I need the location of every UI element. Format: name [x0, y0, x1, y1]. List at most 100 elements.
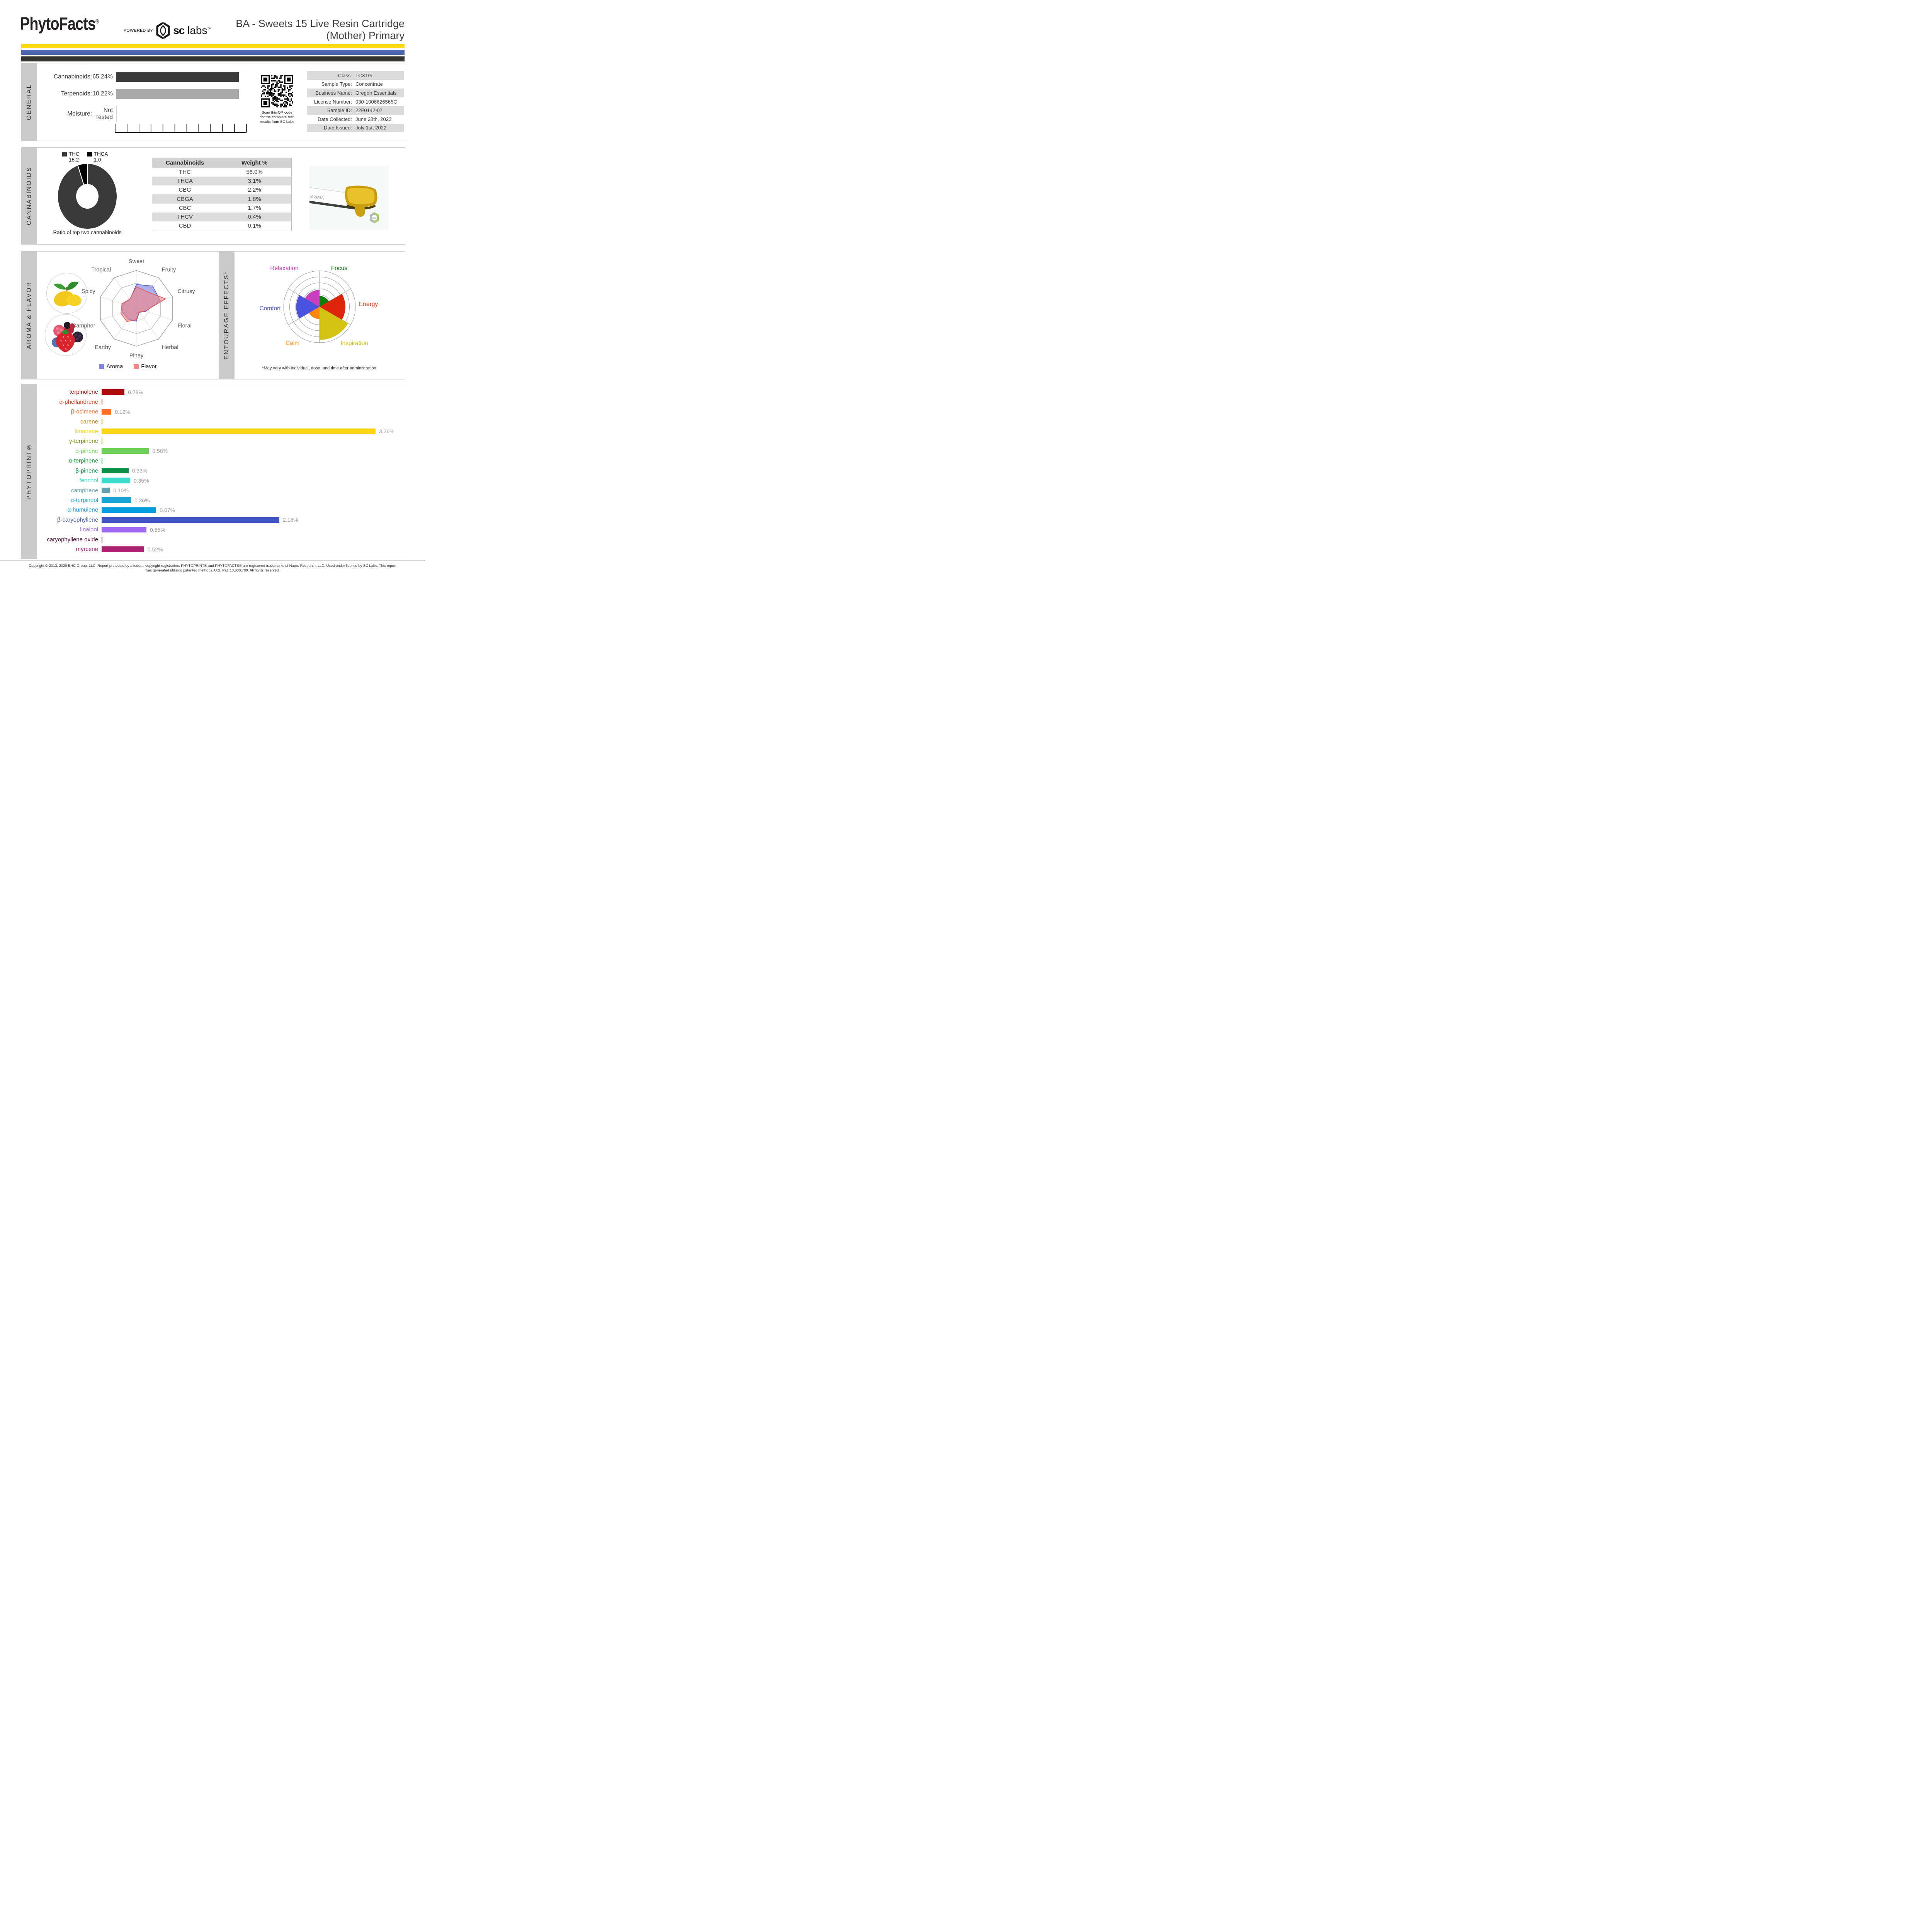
entourage-sidebar-label: ENTOURAGE EFFECTS* — [223, 271, 230, 360]
terpene-value: 0.28% — [128, 389, 143, 395]
entourage-section: ENTOURAGE EFFECTS* Focus Energy Inspiratio… — [219, 251, 405, 379]
terpene-value: 0.52% — [147, 546, 163, 553]
terpene-row: fenchol 0.35% — [37, 476, 402, 485]
cannabinoid-table-header: Cannabinoids Weight % — [152, 158, 291, 168]
info-row: Class: LCX1G — [307, 71, 404, 80]
entourage-wedge-inspiration — [320, 307, 349, 340]
phytoprint-section: PHYTOPRINT® terpinolene 0.28% α-phellandre… — [21, 384, 405, 559]
terpene-label: α-terpineol — [70, 497, 98, 504]
info-label: Sample Type: — [321, 81, 352, 87]
general-summary-row: Cannabinoids: 65.24% — [37, 72, 265, 82]
donut-legend-item: THCA 1.0 — [87, 151, 108, 163]
summary-bar — [116, 89, 239, 99]
footer-line2: was generated utilizing patented methods… — [145, 568, 280, 572]
sample-info-table: Class: LCX1G Sample Type: Concentrate Busine… — [307, 71, 404, 133]
lemon-icon — [54, 281, 82, 306]
terpene-row: α-terpineol 0.36% — [37, 495, 402, 505]
entourage-wedge-relaxation — [305, 290, 320, 307]
terpene-bar — [102, 468, 129, 474]
entourage-wedge-focus — [320, 296, 329, 307]
cannabinoid-weight: 0.1% — [248, 223, 261, 230]
terpene-row: α-pinene 0.58% — [37, 446, 402, 456]
cannabinoid-ratio-donut-chart — [57, 163, 117, 230]
terpene-label: camphene — [71, 487, 98, 494]
terpene-row: β-caryophyllene 2.18% — [37, 515, 402, 525]
terpene-row: limonene 3.36% — [37, 427, 402, 436]
terpene-bar — [102, 389, 125, 395]
terpene-bar — [102, 478, 130, 483]
radar-axis-label: Earthy — [95, 345, 111, 351]
info-row: Sample ID: 22F0142-07 — [307, 106, 404, 115]
terpene-value: 0.55% — [150, 526, 165, 533]
col-header: Cannabinoids — [166, 159, 204, 166]
entourage-sidebar: ENTOURAGE EFFECTS* — [219, 252, 235, 379]
sample-photo: VWR STAINLE sclabs — [309, 166, 389, 230]
radar-axis-label: Camphor — [72, 323, 95, 329]
summary-label: Terpenoids: — [61, 90, 92, 97]
info-row: Business Name: Oregon Essentials — [307, 88, 404, 97]
radar-axis-label: Herbal — [162, 345, 179, 351]
terpene-label: α-terpinene — [68, 457, 98, 464]
info-label: Business Name: — [315, 90, 352, 96]
cannabinoid-weight: 1.7% — [248, 204, 261, 211]
cannabinoid-name: CBGA — [177, 196, 193, 202]
entourage-label-relaxation: Relaxation — [270, 265, 298, 272]
accent-bar-dark — [21, 56, 405, 61]
cannabinoid-name: THCA — [177, 177, 193, 184]
info-value: Concentrate — [355, 81, 383, 87]
terpene-label: β-pinene — [75, 467, 98, 474]
summary-label: Cannabinoids: — [53, 73, 92, 80]
terpene-value: 0.33% — [132, 468, 148, 474]
powered-by-sclabs: POWERED BY sc labs™ — [124, 22, 211, 39]
radar-legend-item: Flavor — [134, 364, 157, 370]
cannabinoids-sidebar: CANNABINOIDS — [22, 148, 37, 244]
cannabinoid-name: CBC — [179, 204, 191, 211]
cannabinoid-row: CBG 2.2% — [152, 185, 291, 194]
info-value: 030-1006626565C — [355, 99, 397, 105]
terpene-row: camphene 0.10% — [37, 485, 402, 495]
cannabinoid-weight: 1.8% — [248, 196, 261, 202]
terpene-label: linalool — [80, 526, 98, 533]
lemon-image — [46, 273, 87, 314]
aroma-flavor-section: AROMA & FLAVOR — [21, 251, 219, 379]
summary-bar — [116, 72, 239, 82]
terpene-row: terpinolene 0.28% — [37, 387, 402, 397]
aroma-flavor-sidebar: AROMA & FLAVOR — [22, 252, 37, 379]
radar-axis-label: Floral — [178, 323, 192, 329]
cannabinoid-weight: 2.2% — [248, 187, 261, 194]
terpene-label: caryophyllene oxide — [47, 536, 98, 543]
donut-legend-item: THC 18.2 — [62, 151, 80, 163]
cannabinoid-weight: 3.1% — [248, 177, 261, 184]
terpene-bar-chart: terpinolene 0.28% α-phellandrene β-ocimene 0… — [37, 387, 402, 554]
entourage-label-comfort: Comfort — [259, 305, 281, 312]
terpene-label: β-caryophyllene — [57, 516, 98, 523]
terpene-row: α-humulene 0.67% — [37, 505, 402, 515]
legend-name: THCA — [94, 151, 108, 157]
terpene-bar — [102, 429, 376, 434]
svg-text:sclabs: sclabs — [372, 217, 379, 220]
summary-value: 10.22% — [92, 90, 113, 97]
info-value: June 28th, 2022 — [355, 116, 392, 122]
cannabinoid-weight: 0.4% — [248, 214, 261, 221]
general-section: GENERAL Cannabinoids: 65.24% Terpenoids: 10… — [21, 63, 405, 141]
terpene-bar — [102, 507, 156, 513]
scale-ruler — [115, 124, 247, 133]
cannabinoid-name: CBD — [179, 223, 191, 230]
entourage-label-focus: Focus — [331, 265, 347, 272]
terpene-value: 0.36% — [134, 497, 150, 503]
cannabinoids-table: Cannabinoids Weight % THC 56.0% THCA 3.1% CBG 2… — [152, 158, 292, 231]
legend-name: THC — [69, 151, 80, 157]
donut-slice-thca — [77, 163, 88, 185]
cannabinoid-name: THCV — [177, 214, 193, 221]
cannabinoid-row: THC 56.0% — [152, 168, 291, 177]
cannabinoid-row: CBC 1.7% — [152, 204, 291, 213]
powered-by-label: POWERED BY — [124, 28, 153, 33]
cannabinoid-name: CBG — [179, 187, 191, 194]
summary-value: Not Tested — [95, 107, 113, 121]
report-title: BA - Sweets 15 Live Resin Cartridge (Mot… — [173, 18, 405, 42]
donut-caption: Ratio of top two cannabinoids — [53, 230, 122, 235]
aroma-flavor-radar-chart: Sweet Fruity Citrusy Floral Herbal Piney Earth… — [72, 259, 196, 359]
terpene-bar — [102, 527, 147, 533]
radar-axis-label: Citrusy — [178, 288, 196, 294]
legend-swatch — [134, 364, 139, 369]
